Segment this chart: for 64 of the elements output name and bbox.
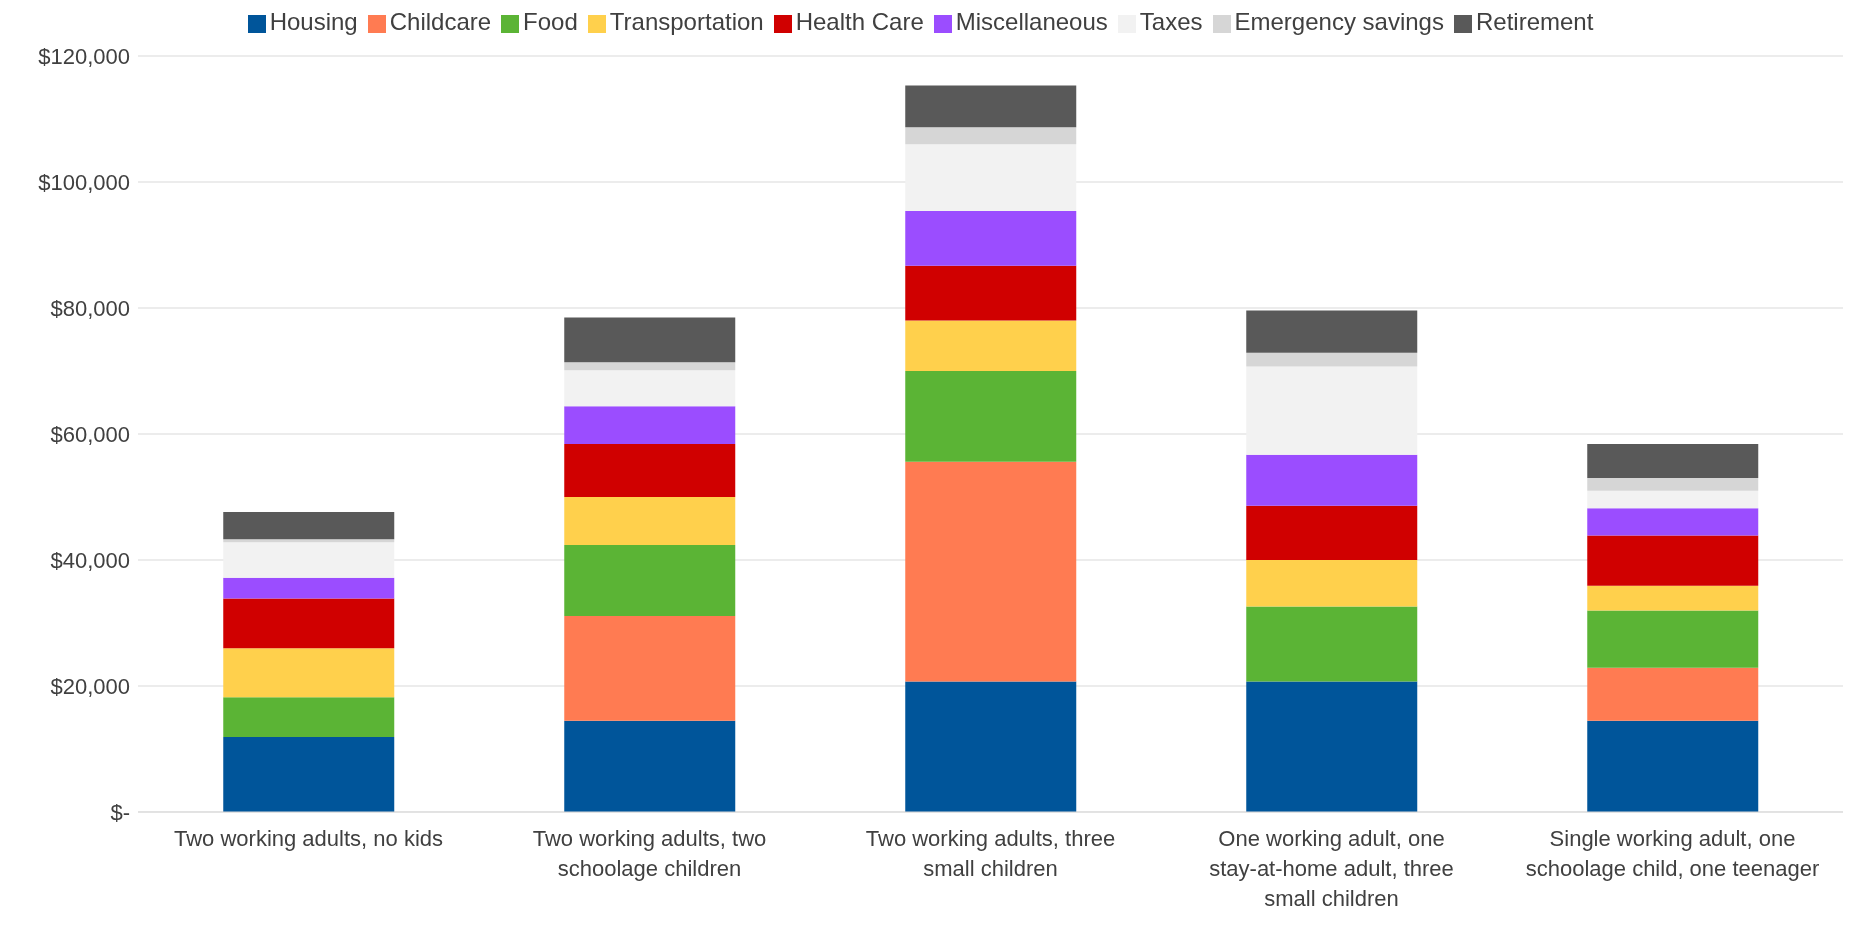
legend-label: Transportation: [609, 8, 764, 35]
bar: [1246, 366, 1418, 455]
legend-label: Housing: [269, 8, 358, 35]
legend-label: Emergency savings: [1234, 8, 1444, 35]
bar: [1246, 606, 1418, 682]
y-tick-label: $40,000: [50, 547, 130, 573]
legend-label: Childcare: [389, 8, 492, 35]
bar: [1587, 585, 1759, 611]
bar: [1246, 454, 1418, 506]
bar: [564, 544, 736, 617]
bar: [1587, 720, 1759, 812]
bar: [1246, 681, 1418, 812]
legend-label: Food: [523, 8, 578, 35]
bar: [223, 512, 395, 540]
bar: [905, 144, 1077, 211]
bar: [564, 616, 736, 721]
bar: [223, 598, 395, 649]
bar: [1246, 310, 1418, 353]
bar: [905, 320, 1077, 371]
x-tick-label: Two working adults, no kids: [173, 826, 444, 851]
bar: [1246, 505, 1418, 560]
bar: [1587, 535, 1759, 586]
bar: [564, 362, 736, 371]
bar: [1587, 490, 1759, 509]
bar: [905, 85, 1077, 128]
bar: [905, 461, 1077, 682]
y-tick-label: $-: [110, 799, 130, 825]
bar: [1246, 560, 1418, 607]
bar: [1246, 352, 1418, 367]
bar: [564, 317, 736, 363]
x-tick-label: Two working adults, three small children: [865, 826, 1116, 881]
bar: [1587, 444, 1759, 479]
bar: [1587, 508, 1759, 536]
y-tick-label: $20,000: [50, 673, 130, 699]
bar: [223, 542, 395, 578]
bar: [223, 737, 395, 812]
bar: [905, 265, 1077, 321]
bar: [564, 370, 736, 407]
bar: [223, 577, 395, 599]
x-tick-label: Single working adult, one schoolage child, one teenager: [1525, 826, 1820, 881]
y-tick-label: $80,000: [50, 295, 130, 321]
legend-label: Miscellaneous: [955, 8, 1108, 35]
bar: [223, 648, 395, 698]
bar: [1587, 478, 1759, 491]
y-tick-label: $120,000: [38, 43, 130, 69]
bar: [1587, 610, 1759, 668]
bar: [1587, 667, 1759, 721]
bar: [564, 720, 736, 812]
bar: [564, 444, 736, 497]
bar: [905, 371, 1077, 462]
bar: [564, 406, 736, 445]
bar: [223, 697, 395, 738]
bar: [905, 681, 1077, 812]
legend-label: Retirement: [1475, 8, 1594, 35]
bar: [564, 497, 736, 545]
bar: [223, 539, 395, 543]
legend-label: Taxes: [1139, 8, 1203, 35]
bar: [905, 210, 1077, 266]
bar: [905, 127, 1077, 145]
x-tick-label: One working adult, one stay-at-home adult, three small children: [1209, 826, 1454, 911]
legend-label: Health Care: [795, 8, 924, 35]
y-tick-label: $100,000: [38, 169, 130, 195]
x-tick-label: Two working adults, two schoolage children: [532, 826, 767, 881]
y-tick-label: $60,000: [50, 421, 130, 447]
